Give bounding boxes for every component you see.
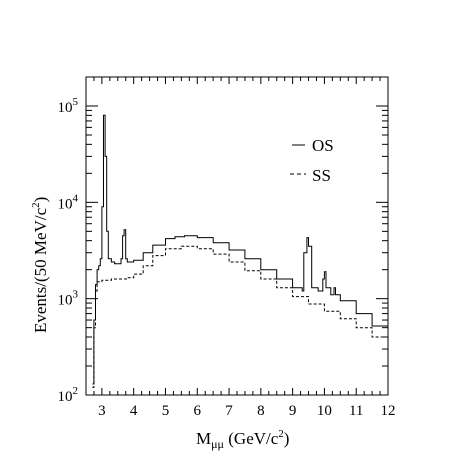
x-tick-label: 7 xyxy=(225,403,233,419)
legend-label-os: OS xyxy=(312,136,334,155)
x-tick-label: 8 xyxy=(257,403,265,419)
x-tick-label: 5 xyxy=(162,403,170,419)
legend-label-ss: SS xyxy=(312,166,331,185)
x-tick-label: 3 xyxy=(98,403,106,419)
plot-frame xyxy=(85,76,389,396)
y-tick-label: 102 xyxy=(58,385,79,405)
y-tick-label: 104 xyxy=(58,192,79,212)
x-tick-label: 10 xyxy=(317,403,332,419)
y-axis-ticks: 102 103 104 105 xyxy=(58,76,388,405)
x-axis-title: Mμμ (GeV/c2) xyxy=(196,428,289,451)
x-tick-label: 11 xyxy=(349,403,363,419)
x-tick-label: 9 xyxy=(289,403,297,419)
x-tick-label: 6 xyxy=(194,403,202,419)
plot-area xyxy=(85,76,389,396)
y-axis-title: Events/(50 MeV/c2) xyxy=(30,197,50,333)
series-ss-line xyxy=(92,245,389,388)
y-tick-label: 105 xyxy=(58,96,79,116)
x-tick-label: 12 xyxy=(381,403,396,419)
x-axis-ticks: 3 4 5 6 7 8 9 10 11 12 xyxy=(85,77,396,419)
legend: OS SS xyxy=(290,136,334,185)
series-os-line xyxy=(92,114,389,385)
y-tick-label: 103 xyxy=(58,289,79,309)
x-tick-label: 4 xyxy=(130,403,138,419)
